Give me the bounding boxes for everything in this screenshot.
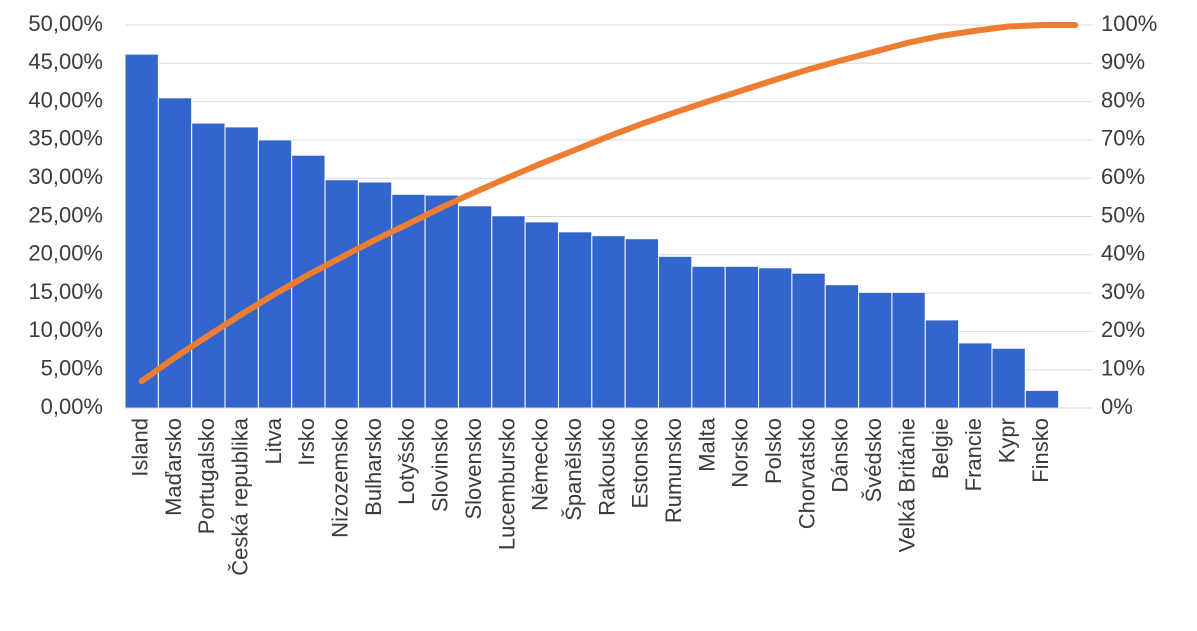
y-tick-label: 20,00%	[28, 241, 103, 266]
y-tick-label: 5,00%	[41, 356, 103, 381]
y-tick-label: 40,00%	[28, 87, 103, 112]
bar	[591, 235, 626, 409]
x-tick-label: Finsko	[1028, 418, 1053, 483]
x-tick-label: Nizozemsko	[328, 418, 353, 538]
x-tick-label: Švédsko	[861, 418, 886, 502]
x-tick-label: Polsko	[761, 418, 786, 484]
x-tick-label: Bulharsko	[361, 418, 386, 516]
x-tick-label: Rakousko	[594, 418, 619, 516]
y2-tick-label: 0%	[1101, 394, 1133, 419]
x-tick-label: Chorvatsko	[794, 418, 819, 529]
y2-tick-label: 40%	[1101, 241, 1145, 266]
x-tick-label: Lucembursko	[494, 418, 519, 550]
y2-tick-label: 20%	[1101, 317, 1145, 342]
y-tick-label: 25,00%	[28, 202, 103, 227]
x-tick-label: Německo	[528, 418, 553, 511]
bar	[524, 221, 559, 409]
x-tick-label: Slovinsko	[428, 418, 453, 512]
bar	[858, 291, 893, 409]
bar	[324, 179, 359, 409]
y-tick-label: 35,00%	[28, 126, 103, 151]
y-tick-label: 50,00%	[28, 11, 103, 36]
bar	[658, 255, 693, 409]
x-tick-label: Velká Británie	[894, 418, 919, 553]
bar	[224, 126, 259, 409]
bar	[724, 265, 760, 409]
x-tick-label: Francie	[961, 418, 986, 491]
bar	[257, 139, 293, 409]
x-tick-label: Irsko	[294, 418, 319, 466]
bar	[124, 53, 159, 409]
bar	[891, 291, 926, 409]
x-tick-label: Španělsko	[561, 418, 586, 521]
bar	[557, 231, 593, 409]
y2-tick-label: 100%	[1101, 11, 1157, 36]
x-tick-label: Estonsko	[628, 418, 653, 509]
bar	[624, 238, 660, 409]
bar	[1024, 389, 1060, 409]
y-tick-label: 0,00%	[41, 394, 103, 419]
cumulative-line	[138, 22, 1079, 385]
y2-tick-label: 90%	[1101, 49, 1145, 74]
x-tick-label: Belgie	[928, 418, 953, 479]
y-tick-label: 45,00%	[28, 49, 103, 74]
bar	[758, 267, 793, 409]
bar	[924, 319, 960, 409]
y2-tick-label: 10%	[1101, 356, 1145, 381]
x-tick-label: Portugalsko	[194, 418, 219, 534]
x-tick-label: Island	[127, 418, 152, 477]
x-tick-label: Maďarsko	[161, 418, 186, 516]
x-tick-label: Dánsko	[828, 418, 853, 493]
y-tick-label: 30,00%	[28, 164, 103, 189]
y2-tick-label: 60%	[1101, 164, 1145, 189]
x-tick-label: Slovensko	[461, 418, 486, 520]
bar	[491, 215, 526, 409]
bar	[357, 181, 393, 409]
x-tick-label: Litva	[261, 417, 286, 464]
x-tick-label: Rumunsko	[661, 418, 686, 523]
bar	[991, 347, 1026, 409]
bar	[424, 194, 459, 409]
bar	[791, 272, 826, 409]
x-tick-label: Malta	[694, 417, 719, 472]
bar	[958, 342, 993, 409]
y2-tick-label: 80%	[1101, 87, 1145, 112]
bar	[157, 97, 193, 409]
y2-tick-label: 50%	[1101, 202, 1145, 227]
x-tick-label: Česká republika	[228, 417, 253, 576]
bar	[691, 265, 726, 409]
bar	[191, 122, 226, 409]
x-tick-label: Kypr	[994, 418, 1019, 463]
x-tick-label: Norsko	[728, 418, 753, 488]
x-tick-label: Lotyšsko	[394, 418, 419, 505]
bar	[824, 284, 860, 409]
y-tick-label: 10,00%	[28, 317, 103, 342]
y2-tick-label: 30%	[1101, 279, 1145, 304]
y2-tick-label: 70%	[1101, 126, 1145, 151]
bar	[457, 205, 493, 409]
y-tick-label: 15,00%	[28, 279, 103, 304]
